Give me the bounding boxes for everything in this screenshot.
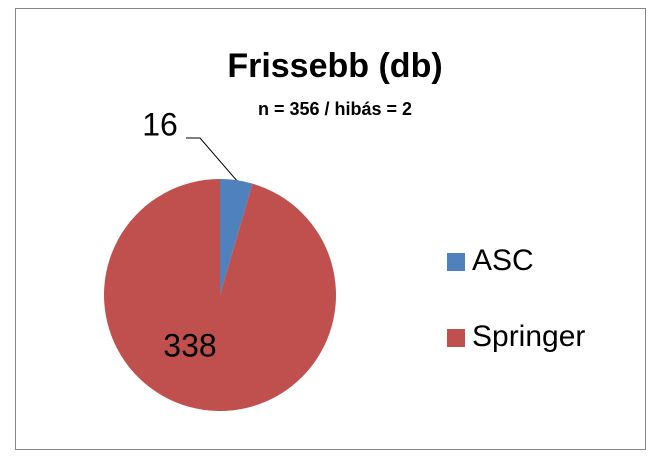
pie-slice (220, 179, 253, 295)
chart-title: Frissebb (db) (227, 47, 442, 85)
chart-subtitle: n = 356 / hibás = 2 (258, 99, 412, 119)
data-label: 16 (142, 106, 178, 142)
pie-slice (104, 179, 337, 411)
legend-label: ASC (472, 244, 534, 277)
legend-swatch (447, 253, 465, 271)
chart-frame (15, 8, 646, 450)
leader-line (186, 137, 237, 181)
legend-label: Springer (472, 320, 585, 353)
legend-swatch (447, 329, 465, 347)
data-label: 338 (163, 327, 216, 363)
